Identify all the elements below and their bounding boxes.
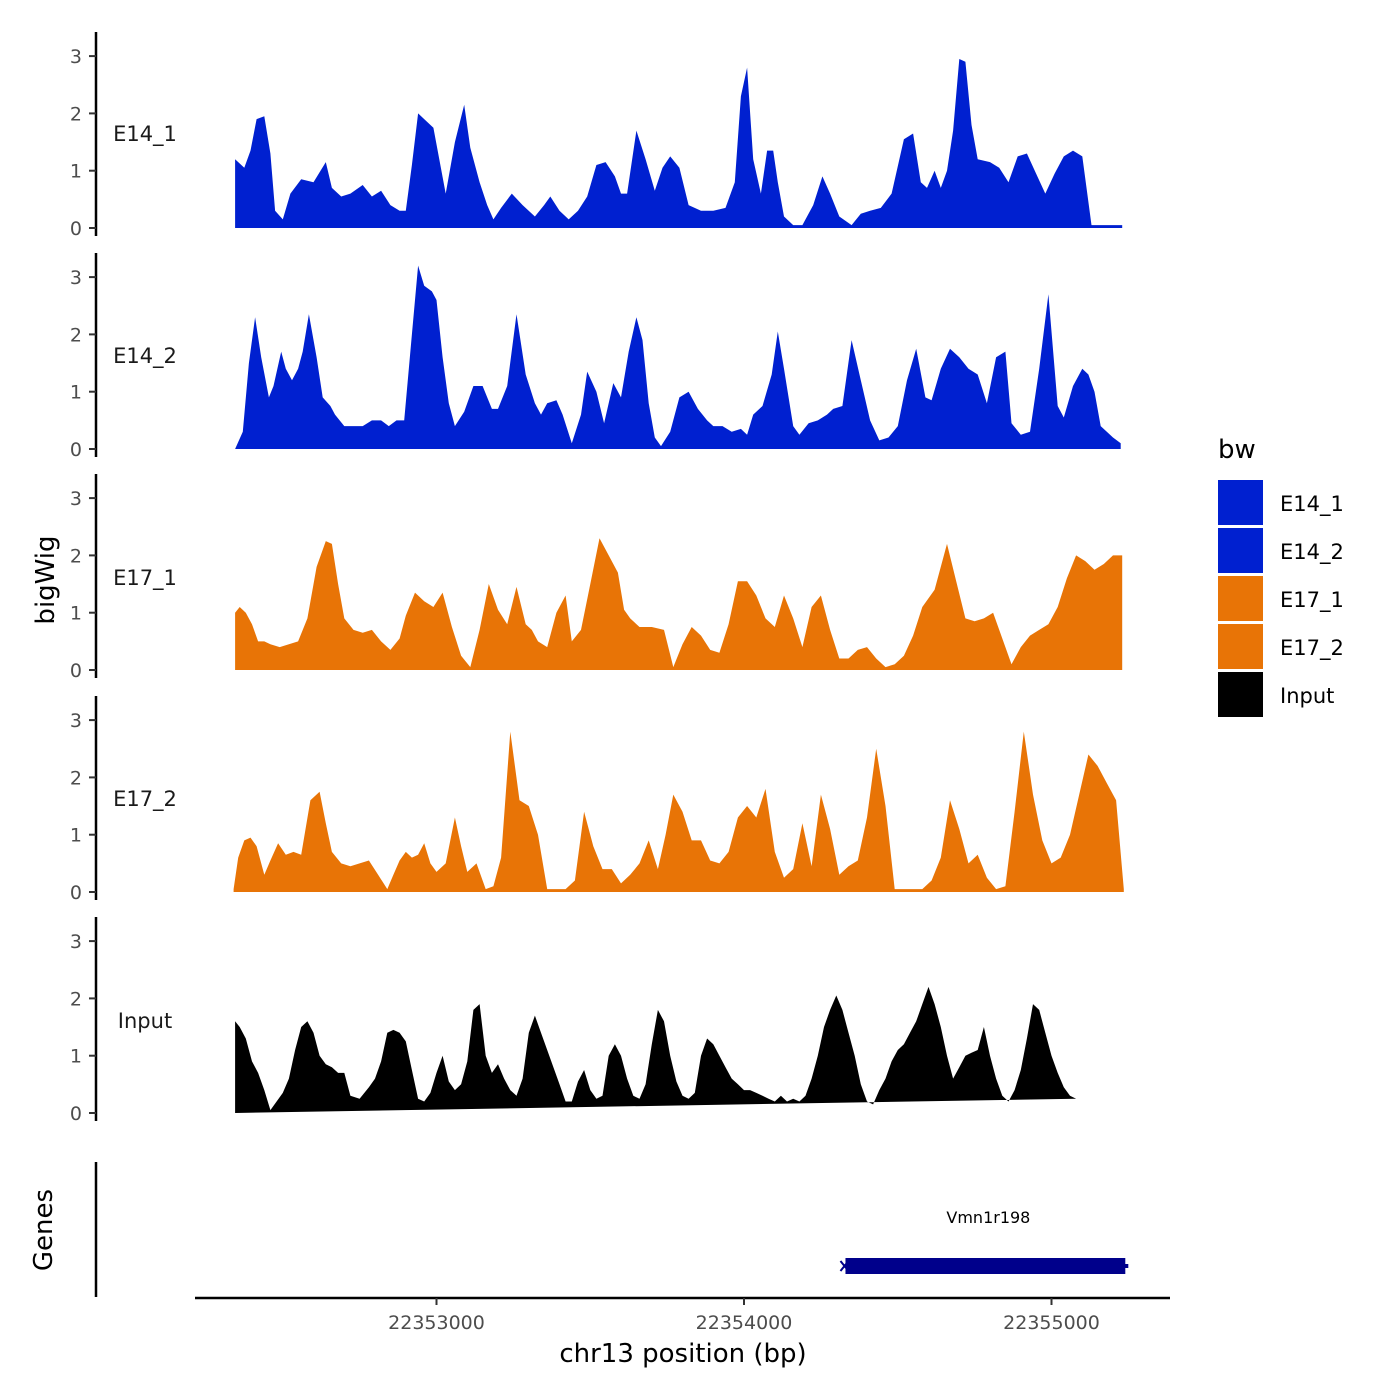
y-tick-label: 2 bbox=[70, 324, 82, 346]
legend-swatch bbox=[1218, 480, 1263, 525]
y-tick-label: 3 bbox=[70, 710, 82, 732]
y-tick-label: 0 bbox=[70, 218, 82, 240]
x-axis-title: chr13 position (bp) bbox=[559, 1339, 806, 1369]
y-tick-label: 1 bbox=[70, 161, 82, 183]
track-e14-1: 0 1 2 3 E14_1 bbox=[70, 32, 1123, 240]
track-input: 0 1 2 3 Input bbox=[70, 917, 1077, 1125]
legend-label: E17_1 bbox=[1280, 588, 1344, 613]
gene-body bbox=[845, 1258, 1126, 1274]
legend-title: bw bbox=[1218, 435, 1256, 465]
y-tick-label: 0 bbox=[70, 1103, 82, 1125]
y-tick-label: 0 bbox=[70, 882, 82, 904]
signal-area-input bbox=[235, 986, 1077, 1113]
x-axis: 22353000 22354000 22355000 chr13 position … bbox=[195, 1296, 1170, 1369]
signal-area-e17-2 bbox=[233, 731, 1124, 892]
signal-area-e14-2 bbox=[235, 265, 1121, 449]
legend-label: Input bbox=[1280, 684, 1334, 708]
track-e17-1: 0 1 2 3 E17_1 bbox=[70, 474, 1123, 682]
y-tick-label: 3 bbox=[70, 488, 82, 510]
y-axis-title: bigWig bbox=[31, 535, 61, 624]
legend-swatch bbox=[1218, 624, 1263, 669]
bigwig-tracks: 0 1 2 3 E14_1 0 1 2 3 E14_2 0 1 2 3 E17_1 0 1 2 3 E17_2 0 1 2 3… bbox=[70, 32, 1124, 1125]
gene-strand-marker bbox=[839, 1260, 850, 1272]
genes-panel: Genes Vmn1r198 bbox=[29, 1162, 1129, 1297]
x-tick-label: 22355000 bbox=[1003, 1312, 1100, 1334]
track-label: E14_1 bbox=[113, 122, 177, 147]
signal-area-e14-1 bbox=[235, 59, 1123, 228]
track-label: E17_1 bbox=[113, 566, 177, 591]
y-tick-label: 0 bbox=[70, 660, 82, 682]
legend-label: E14_2 bbox=[1280, 540, 1344, 565]
y-tick-label: 2 bbox=[70, 767, 82, 789]
legend-swatch bbox=[1218, 528, 1263, 573]
x-ticks: 22353000 22354000 22355000 bbox=[388, 1298, 1100, 1334]
gene-label: Vmn1r198 bbox=[946, 1208, 1030, 1227]
y-tick-label: 1 bbox=[70, 382, 82, 404]
y-tick-label: 2 bbox=[70, 988, 82, 1010]
track-label: E17_2 bbox=[113, 787, 177, 812]
legend-items: E14_1 E14_2 E17_1 E17_2 Input bbox=[1218, 480, 1344, 717]
y-tick-label: 3 bbox=[70, 46, 82, 68]
y-tick-label: 2 bbox=[70, 545, 82, 567]
signal-area-e17-1 bbox=[235, 538, 1123, 670]
y-tick-label: 1 bbox=[70, 1046, 82, 1068]
y-tick-label: 0 bbox=[70, 439, 82, 461]
x-tick-label: 22354000 bbox=[696, 1312, 793, 1334]
legend-swatch bbox=[1218, 576, 1263, 621]
legend-swatch bbox=[1218, 672, 1263, 717]
y-tick-label: 3 bbox=[70, 931, 82, 953]
y-tick-label: 1 bbox=[70, 603, 82, 625]
track-label: E14_2 bbox=[113, 344, 177, 369]
genes-axis-title: Genes bbox=[29, 1189, 59, 1271]
track-e14-2: 0 1 2 3 E14_2 bbox=[70, 253, 1121, 461]
track-label: Input bbox=[118, 1009, 172, 1033]
y-tick-label: 3 bbox=[70, 267, 82, 289]
legend-label: E14_1 bbox=[1280, 492, 1344, 517]
track-e17-2: 0 1 2 3 E17_2 bbox=[70, 696, 1124, 904]
legend: bw E14_1 E14_2 E17_1 E17_2 Input bbox=[1218, 435, 1344, 717]
x-tick-label: 22353000 bbox=[388, 1312, 485, 1334]
legend-label: E17_2 bbox=[1280, 636, 1344, 661]
y-tick-label: 1 bbox=[70, 825, 82, 847]
gene-marks: Vmn1r198 bbox=[839, 1208, 1129, 1274]
y-tick-label: 2 bbox=[70, 103, 82, 125]
